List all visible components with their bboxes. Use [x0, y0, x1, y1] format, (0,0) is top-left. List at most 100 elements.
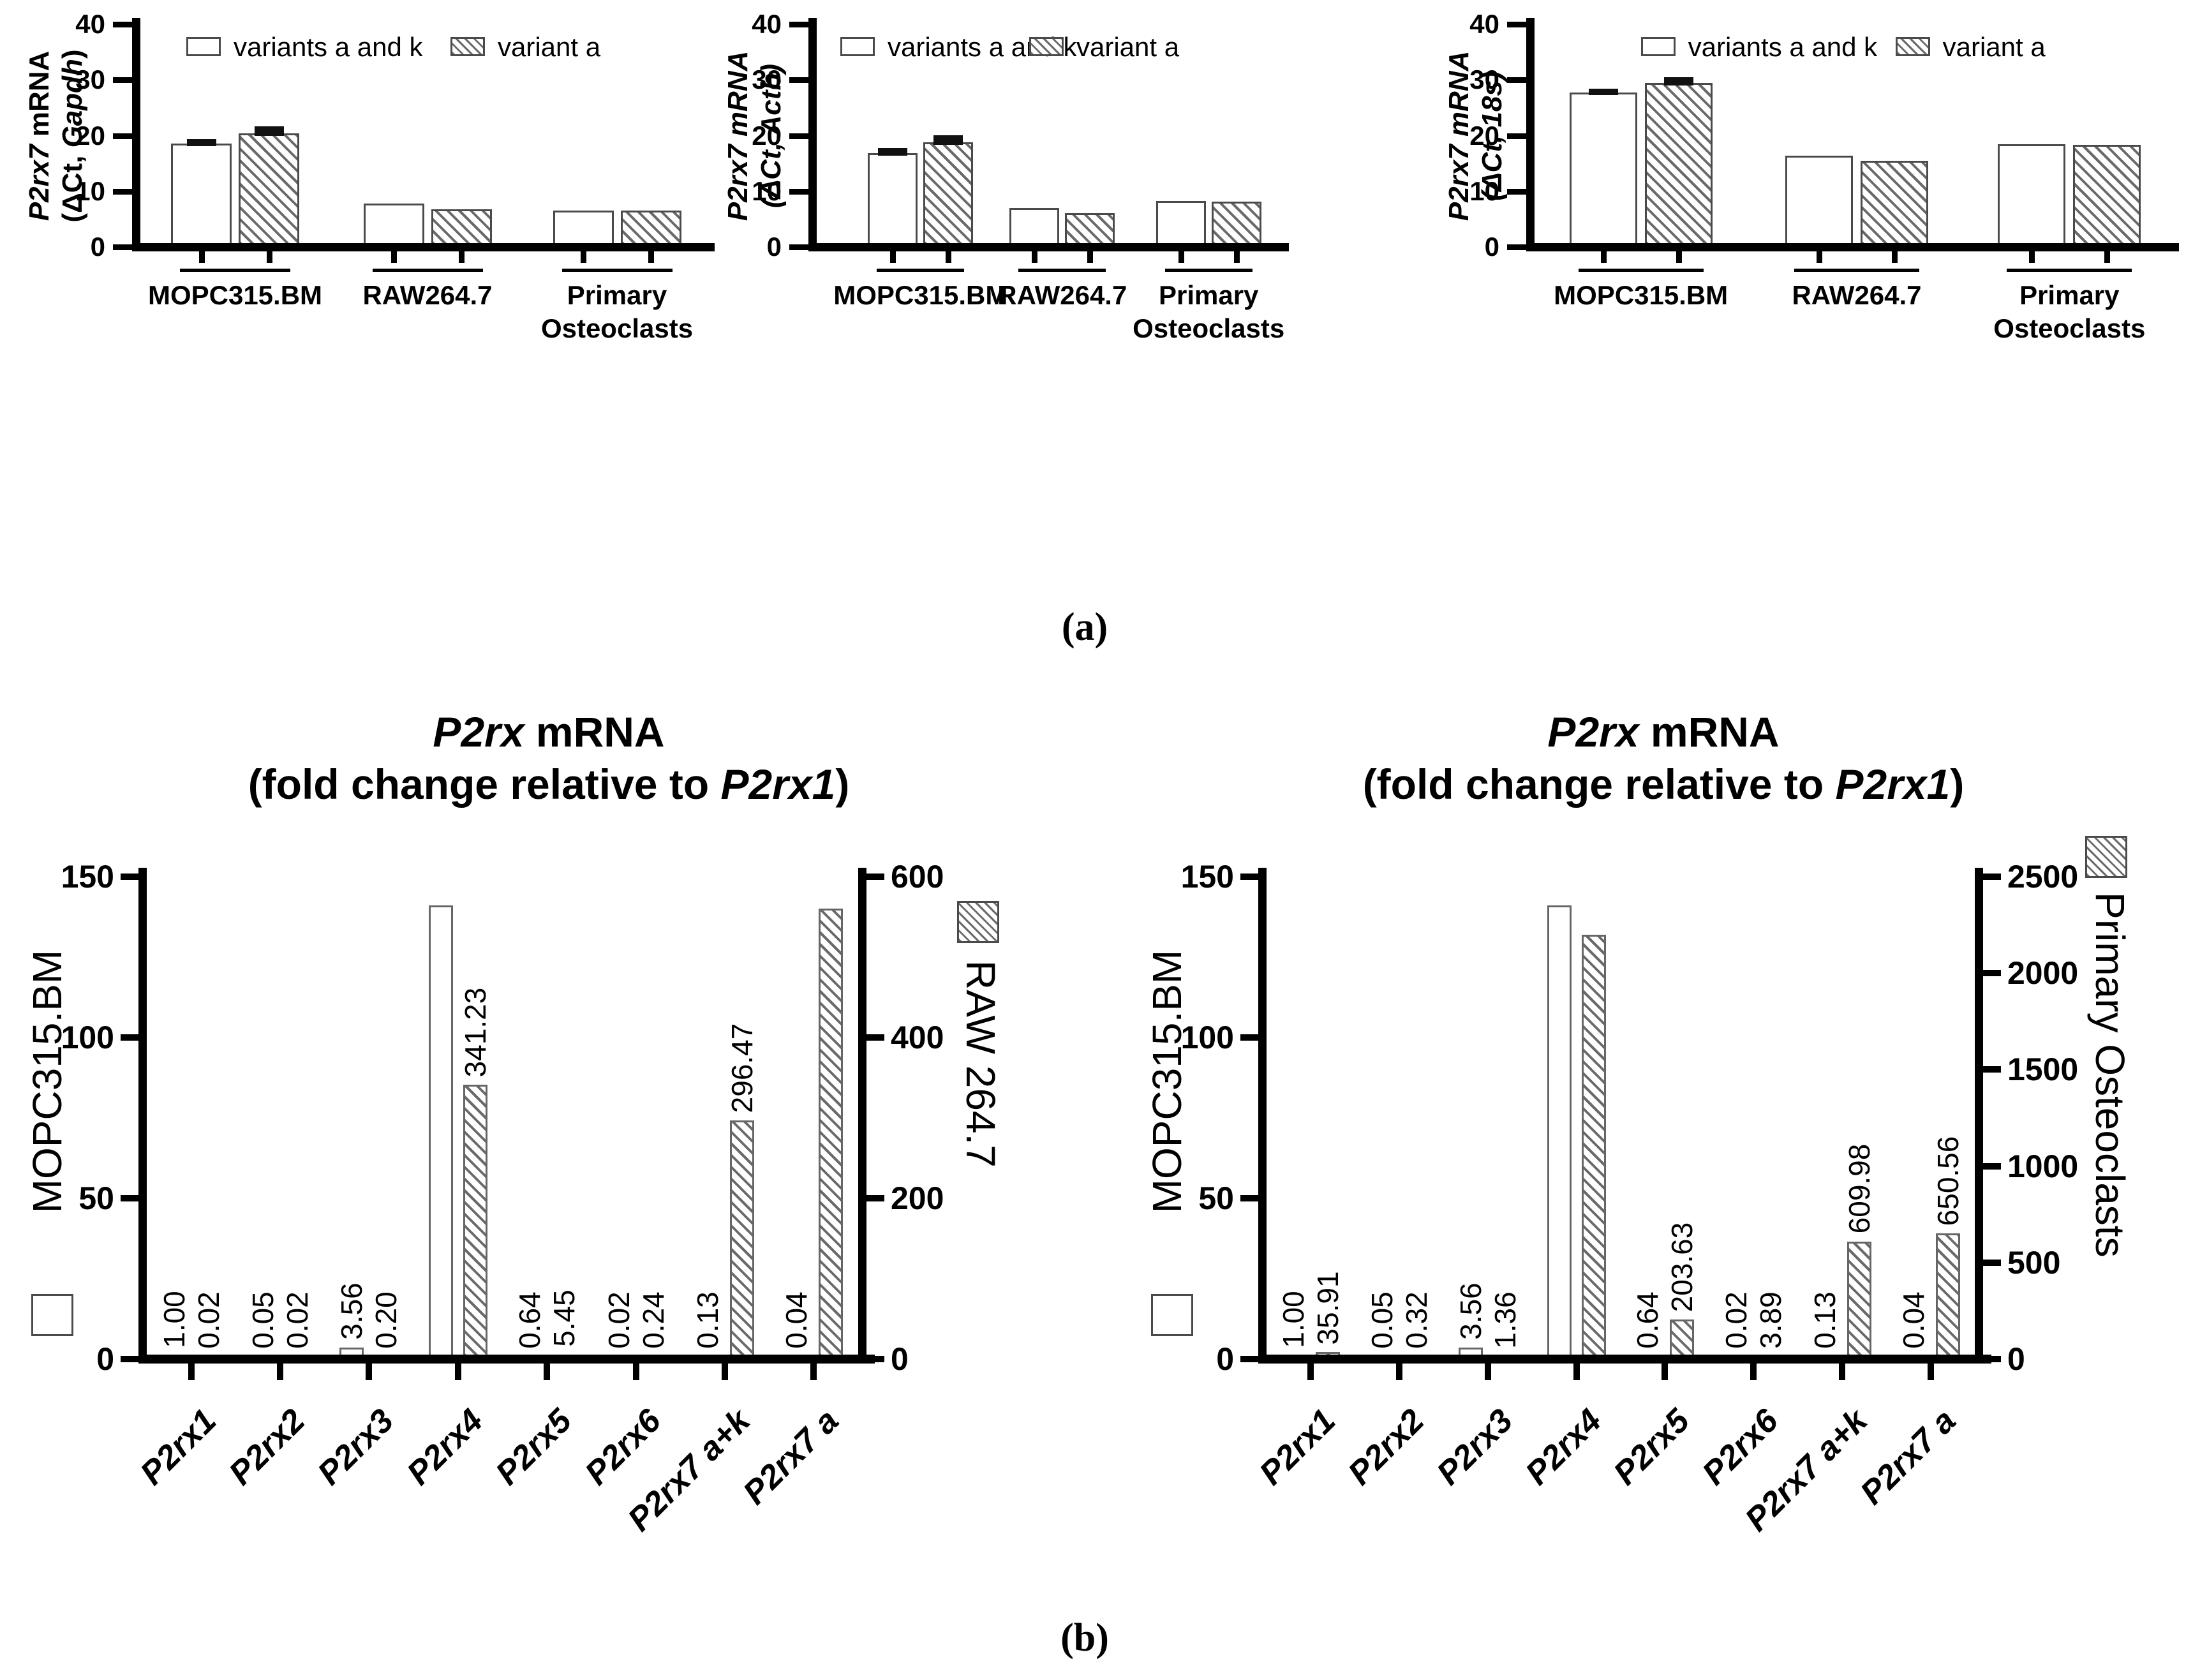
left-axis-line — [138, 868, 147, 1364]
chart-title-line: (fold change relative to P2rx1) — [0, 759, 1123, 809]
error-bar-cap-bottom — [933, 139, 963, 145]
right-axis-line — [1975, 868, 1983, 1364]
x-category-label-line: RAW264.7 — [362, 280, 493, 310]
left-axis-tick — [1240, 873, 1258, 880]
bar-plain — [428, 905, 453, 1359]
x-axis-tick — [1676, 251, 1682, 263]
bar-hatched — [1211, 202, 1261, 247]
right-axis-tick — [866, 1195, 884, 1201]
x-axis-tick — [810, 1364, 817, 1380]
x-category-label: Primary Osteoclasts — [1891, 279, 2193, 345]
legend-key-hatched — [957, 901, 999, 943]
x-axis-line — [808, 243, 1289, 251]
bar-hatched — [431, 209, 492, 247]
y-tick-label: 20 — [752, 120, 782, 151]
x-axis-tick — [1396, 1364, 1403, 1380]
right-axis-tick — [1983, 873, 2001, 880]
bar-hatched — [1581, 934, 1606, 1359]
left-axis-tick — [121, 873, 138, 880]
x-category-label-line: MOPC315.BM — [1554, 280, 1728, 310]
y-axis-tick — [113, 22, 132, 27]
y-axis-tick — [113, 77, 132, 84]
y-axis-line — [1526, 18, 1535, 251]
bar-value-label: 0.05 — [1365, 1291, 1399, 1349]
right-tick-label: 200 — [891, 1180, 944, 1216]
y-axis-tick — [113, 188, 132, 195]
legend-key-hatched — [1895, 37, 1930, 56]
x-axis-tick — [581, 251, 586, 263]
bar-hatched — [1861, 160, 1928, 247]
text-part: P2rx1 — [1835, 761, 1951, 808]
legend-label: variant a — [1076, 32, 1180, 62]
legend-key-plain — [840, 37, 875, 56]
y-axis-line — [132, 18, 140, 251]
y-axis-tick — [113, 133, 132, 139]
y-tick-label: 10 — [1469, 175, 1499, 206]
bar-hatched — [1670, 1319, 1695, 1359]
y-tick-label: 40 — [1469, 9, 1499, 39]
left-tick-label: 50 — [78, 1180, 114, 1216]
right-tick-label: 500 — [2007, 1244, 2061, 1281]
x-category-label: P2rx3 — [1429, 1402, 1520, 1492]
y-tick-label: 0 — [1484, 232, 1499, 262]
bar-hatched — [923, 142, 974, 247]
bar-hatched — [819, 909, 844, 1359]
y-axis-tick — [1507, 244, 1526, 250]
chart-title-line: (fold change relative to P2rx1) — [1089, 759, 2193, 809]
bar-plain — [1569, 93, 1637, 247]
x-category-label-line: RAW264.7 — [997, 280, 1127, 310]
y-axis-tick — [789, 77, 808, 84]
x-axis-tick — [1178, 251, 1184, 263]
right-axis-line — [858, 868, 866, 1364]
right-axis-tick — [1983, 1356, 2001, 1362]
right-tick-label: 0 — [891, 1341, 909, 1377]
bar-value-label: 650.56 — [1931, 1136, 1965, 1226]
x-axis-tick — [277, 1364, 284, 1380]
panel-a-label: (a) — [1061, 606, 1108, 649]
right-tick-label: 2500 — [2007, 859, 2079, 895]
right-axis-tick — [1983, 1163, 2001, 1170]
bar-plain — [1785, 155, 1853, 247]
bar-value-label: 0.02 — [1720, 1291, 1753, 1349]
x-axis-tick — [1233, 251, 1240, 263]
x-category-label: Primary Osteoclasts — [438, 279, 796, 345]
bar-hatched — [729, 1120, 754, 1359]
x-category-label: RAW264.7 — [1678, 279, 2035, 312]
x-category-label: P2rx4 — [1518, 1402, 1609, 1492]
x-axis-tick — [198, 251, 205, 263]
bar-value-label: 0.04 — [1896, 1291, 1930, 1349]
x-category-label: P2rx5 — [1607, 1402, 1697, 1492]
error-bar-cap-bottom — [1663, 80, 1693, 86]
x-axis-tick — [1484, 1364, 1491, 1380]
bar-hatched — [239, 133, 299, 247]
y-axis-tick — [1507, 133, 1526, 139]
right-axis-tick — [1983, 970, 2001, 977]
legend-key-plain — [186, 37, 221, 56]
right-tick-label: 0 — [2007, 1341, 2025, 1377]
x-category-label-line: Primary — [1158, 280, 1259, 310]
bar-value-label: 35.91 — [1311, 1271, 1345, 1345]
x-axis-tick — [2104, 251, 2111, 263]
x-axis-tick — [1838, 1364, 1845, 1380]
right-tick-label: 1500 — [2007, 1052, 2079, 1088]
error-bar-cap-bottom — [1588, 90, 1618, 96]
chart-title-line: P2rx mRNA — [0, 707, 1123, 757]
bar-value-label: 1.00 — [1277, 1291, 1311, 1348]
bar-hatched — [1935, 1233, 1960, 1359]
x-axis-tick — [454, 1364, 461, 1380]
y-axis-tick — [789, 133, 808, 139]
y-axis-tick — [789, 22, 808, 27]
x-axis-tick — [1817, 251, 1822, 263]
x-category-label: P2rx2 — [1341, 1402, 1432, 1492]
text-part: P2rx1 — [720, 761, 836, 808]
legend-label: variants a and k — [234, 32, 423, 62]
x-axis-tick — [632, 1364, 639, 1380]
x-axis-tick — [1600, 251, 1607, 263]
group-underline — [2007, 269, 2132, 272]
y-tick-label: 10 — [75, 175, 105, 206]
legend-key-plain — [1640, 37, 1676, 56]
x-axis-line — [1258, 1355, 1991, 1364]
x-axis-tick — [391, 251, 397, 263]
bar-value-label: 0.64 — [1631, 1291, 1665, 1349]
